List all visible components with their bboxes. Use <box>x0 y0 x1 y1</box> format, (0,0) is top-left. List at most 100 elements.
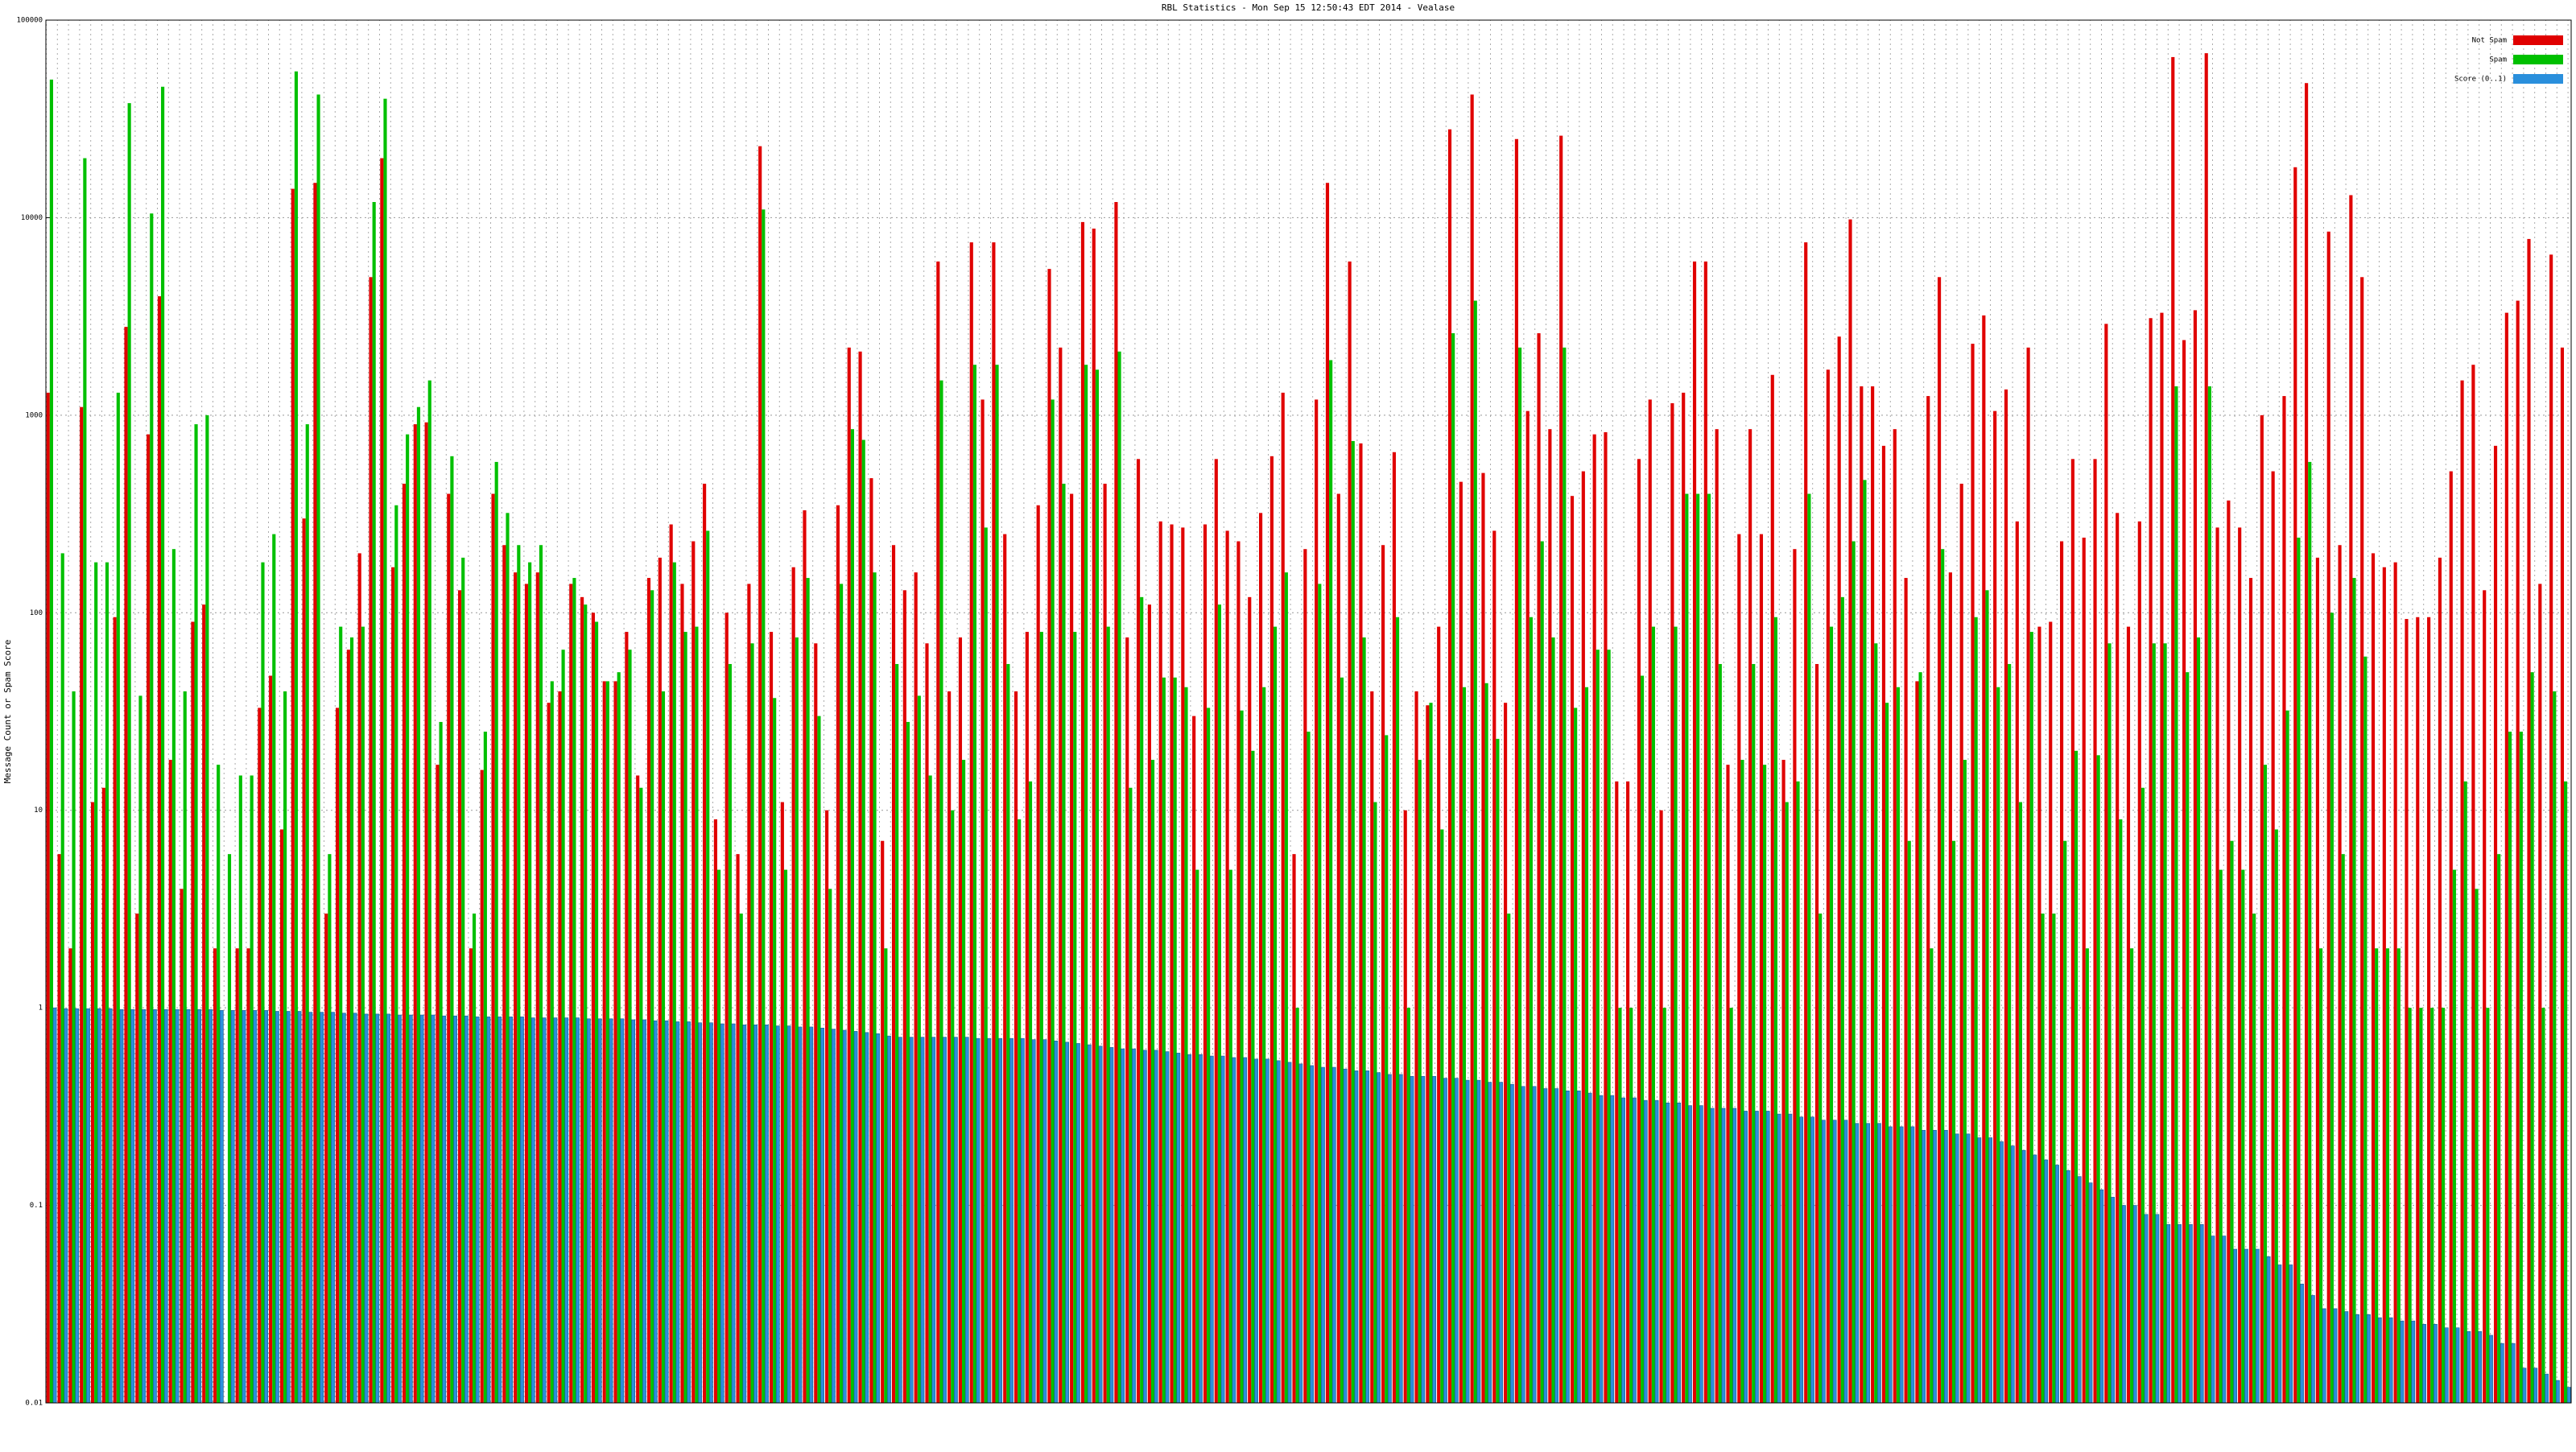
bar <box>528 562 532 1403</box>
plot-frame <box>45 19 2572 1404</box>
bar <box>2277 1264 2282 1404</box>
bar <box>2119 819 2123 1403</box>
bar <box>1310 1065 1315 1404</box>
bar <box>958 637 963 1403</box>
bar <box>2178 1224 2182 1404</box>
bar <box>1095 369 1100 1404</box>
bar <box>775 1025 780 1404</box>
bar <box>1874 643 1878 1403</box>
bar <box>2483 590 2487 1403</box>
bar <box>242 1010 246 1404</box>
bar <box>1607 650 1611 1403</box>
bar <box>339 626 343 1403</box>
bar <box>502 545 506 1404</box>
bar <box>1470 94 1474 1404</box>
bar <box>724 613 729 1403</box>
bar <box>2207 386 2211 1403</box>
bar <box>2341 854 2345 1403</box>
bar <box>1971 344 1975 1403</box>
bar <box>180 889 184 1403</box>
bar <box>1715 429 1719 1404</box>
bar <box>1910 1126 1915 1404</box>
legend-swatch <box>2513 74 2563 84</box>
bar <box>2471 365 2475 1404</box>
bar <box>2074 750 2079 1403</box>
bar <box>2010 1145 2015 1404</box>
bar <box>406 434 410 1403</box>
bar <box>1203 524 1208 1404</box>
bar <box>1170 524 1174 1404</box>
bar <box>1321 1066 1325 1404</box>
bar <box>217 765 221 1403</box>
bar <box>1421 1075 1426 1404</box>
bar <box>2460 380 2464 1404</box>
bar <box>1933 1129 1937 1404</box>
bar <box>642 1019 646 1404</box>
bar <box>798 1026 803 1404</box>
bar <box>2382 567 2386 1403</box>
bar <box>1966 1133 1971 1404</box>
bar <box>1615 781 1619 1403</box>
bar <box>1028 781 1033 1403</box>
bar <box>2093 459 2097 1403</box>
bar <box>1592 434 1596 1403</box>
bar <box>1525 410 1530 1403</box>
bar <box>1504 703 1508 1403</box>
bar <box>2126 626 2131 1403</box>
bar <box>1076 1043 1080 1404</box>
bar <box>2082 537 2086 1404</box>
bar <box>1688 1105 1692 1404</box>
bar <box>320 1012 324 1404</box>
bar <box>1985 590 1989 1403</box>
bar <box>1354 1070 1359 1404</box>
bar <box>1666 1103 1670 1404</box>
bar <box>2363 656 2368 1403</box>
bar <box>447 493 451 1404</box>
bar <box>1507 914 1511 1403</box>
bar <box>408 1014 413 1404</box>
bar <box>1348 261 1352 1403</box>
bar <box>909 1037 914 1404</box>
bar <box>1373 802 1377 1403</box>
bar <box>1674 626 1678 1403</box>
bar <box>853 1031 858 1404</box>
bar <box>1837 336 1841 1403</box>
bar <box>1262 687 1266 1403</box>
bar <box>1392 452 1396 1403</box>
bar <box>1173 677 1177 1403</box>
bar <box>636 775 640 1403</box>
bar <box>753 1024 758 1404</box>
bar <box>213 948 217 1403</box>
bar <box>2233 1248 2238 1404</box>
bar <box>1140 596 1144 1403</box>
bar <box>2560 347 2565 1403</box>
bar <box>1821 1120 1826 1404</box>
bar <box>539 545 543 1404</box>
bar <box>1236 541 1241 1404</box>
bar <box>2021 1149 2026 1404</box>
bar <box>2400 1320 2405 1404</box>
bar <box>650 590 654 1403</box>
bar <box>1866 1123 1870 1404</box>
bar <box>1843 1120 1848 1404</box>
bar <box>2230 840 2234 1403</box>
bar <box>2541 1008 2545 1403</box>
bar <box>1484 683 1488 1403</box>
bar <box>765 1024 769 1404</box>
bar <box>569 584 573 1403</box>
bar <box>2438 557 2442 1404</box>
bar <box>331 1012 335 1404</box>
bar <box>1763 765 1767 1403</box>
bar <box>1269 456 1274 1403</box>
bar <box>230 1010 235 1404</box>
bar <box>1696 493 1700 1404</box>
bar <box>372 201 376 1403</box>
bar <box>1031 1039 1036 1404</box>
bar <box>2238 527 2242 1403</box>
bar <box>2486 1008 2490 1403</box>
bar <box>1359 443 1363 1403</box>
bar <box>1209 1055 1214 1404</box>
bar <box>1922 1129 1926 1404</box>
bar <box>1073 632 1077 1403</box>
